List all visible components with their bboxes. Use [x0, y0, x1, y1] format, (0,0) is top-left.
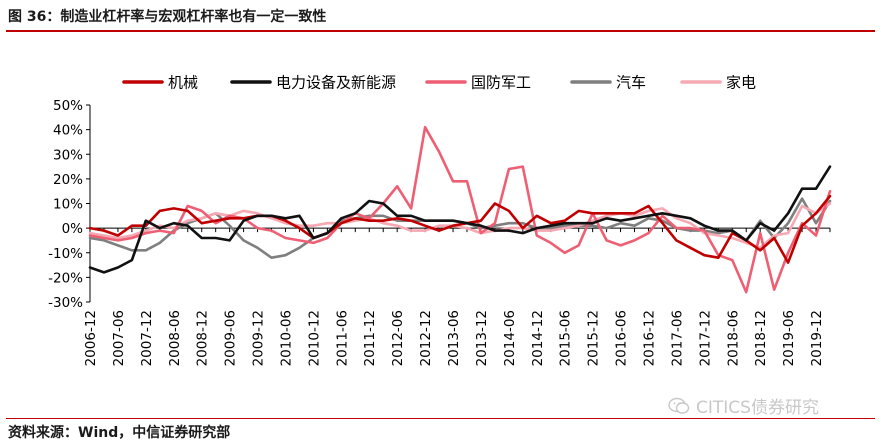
- x-tick-label: 2007-12: [139, 310, 155, 366]
- figure-title: 图 36：制造业杠杆率与宏观杠杆率也有一定一致性: [8, 9, 327, 25]
- x-tick-label: 2013-06: [446, 310, 462, 366]
- y-tick-label: 20%: [53, 172, 83, 188]
- x-tick-label: 2008-06: [167, 310, 183, 366]
- y-tick-label: 30%: [53, 147, 83, 163]
- x-tick-label: 2014-12: [530, 310, 546, 366]
- x-tick-label: 2016-12: [641, 310, 657, 366]
- x-tick-label: 2015-06: [558, 310, 574, 366]
- legend-label: 国防军工: [471, 74, 531, 92]
- line-chart: 机械 电力设备及新能源 国防军工 汽车 家电 -30% -20% -10% 0% 10% 20% 3…: [48, 74, 832, 366]
- y-tick-label: 40%: [53, 123, 83, 139]
- y-tick-label: -30%: [48, 295, 83, 311]
- x-tick-label: 2018-06: [725, 310, 741, 366]
- y-tick-label: 50%: [53, 98, 83, 114]
- x-axis: 2006-12 2007-06 2007-12 2008-06 2008-12 2009-…: [83, 227, 831, 366]
- y-tick-label: -10%: [48, 246, 83, 262]
- source-note: 资料来源：Wind，中信证券研究部: [8, 425, 231, 441]
- y-tick-label: -20%: [48, 270, 83, 286]
- x-tick-label: 2006-12: [83, 310, 99, 366]
- x-tick-label: 2019-12: [809, 310, 825, 366]
- y-tick-label: 0%: [62, 221, 84, 237]
- x-tick-label: 2011-06: [334, 310, 350, 366]
- y-tick-label: 10%: [53, 197, 83, 213]
- y-axis: -30% -20% -10% 0% 10% 20% 30% 40% 50%: [48, 98, 91, 311]
- x-tick-label: 2012-06: [390, 310, 406, 366]
- x-tick-label: 2007-06: [111, 310, 127, 366]
- source-divider: [6, 418, 875, 419]
- x-tick-label: 2009-06: [223, 310, 239, 366]
- watermark: CITICS债券研究: [668, 393, 819, 418]
- watermark-text: CITICS债券研究: [696, 398, 819, 418]
- title-divider: [6, 30, 875, 32]
- x-tick-label: 2011-12: [362, 310, 378, 366]
- x-tick-label: 2013-12: [474, 310, 490, 366]
- x-tick-label: 2016-06: [614, 310, 630, 366]
- series-lines: [88, 125, 832, 294]
- x-tick-label: 2009-12: [251, 310, 267, 366]
- x-tick-label: 2017-12: [697, 310, 713, 366]
- x-tick-label: 2012-12: [418, 310, 434, 366]
- x-tick-label: 2017-06: [669, 310, 685, 366]
- chart-legend: 机械 电力设备及新能源 国防军工 汽车 家电: [122, 74, 756, 92]
- x-tick-label: 2018-12: [753, 310, 769, 366]
- wechat-icon: [668, 397, 690, 414]
- legend-label: 家电: [726, 74, 756, 92]
- legend-label: 汽车: [616, 74, 646, 92]
- x-tick-label: 2014-06: [502, 310, 518, 366]
- x-tick-label: 2010-06: [278, 310, 294, 366]
- legend-label: 机械: [168, 74, 198, 92]
- series-line-1: [88, 165, 832, 274]
- x-tick-label: 2010-12: [306, 310, 322, 366]
- x-tick-label: 2015-12: [586, 310, 602, 366]
- series-line-0: [88, 194, 832, 264]
- x-tick-label: 2019-06: [781, 310, 797, 366]
- legend-label: 电力设备及新能源: [276, 74, 396, 92]
- x-tick-label: 2008-12: [195, 310, 211, 366]
- series-line-2: [88, 125, 832, 294]
